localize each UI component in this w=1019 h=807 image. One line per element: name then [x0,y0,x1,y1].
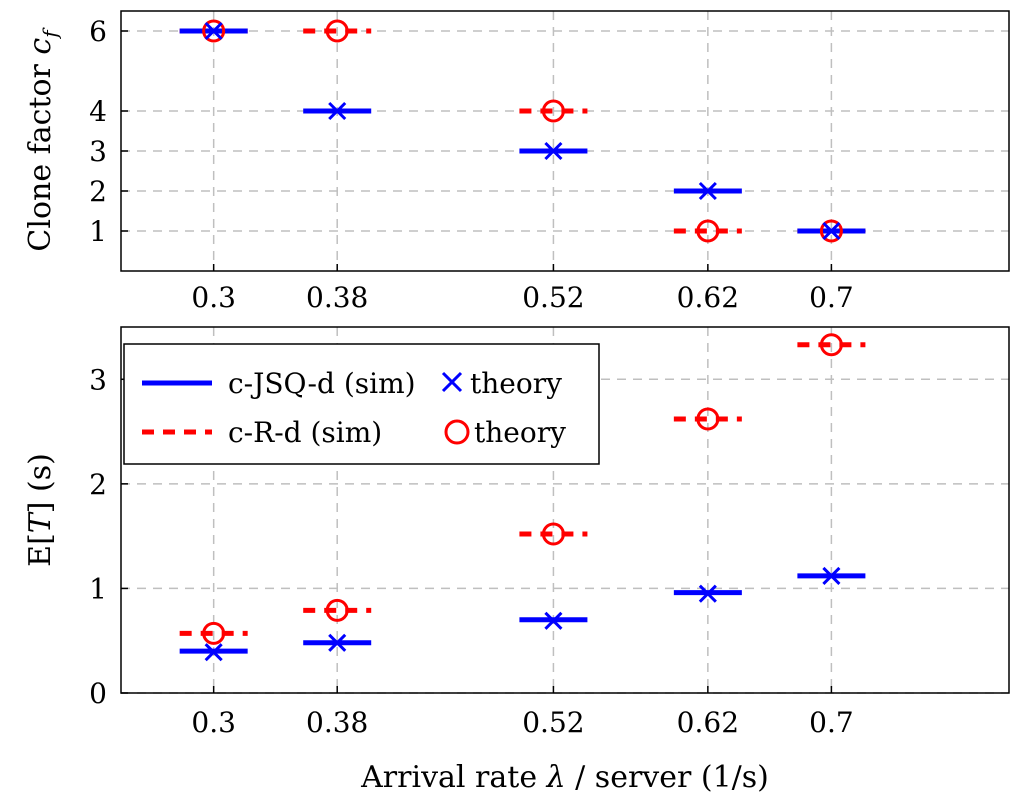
cjsq-theory-x [204,643,223,662]
y-tick-label: 1 [89,572,107,605]
x-tick-label: 0.7 [809,281,854,314]
top-plot-frame [120,10,1010,272]
top-y-axis-label: Clone factor cf [23,27,62,252]
x-tick-label: 0.38 [306,706,368,739]
legend-crd-sim-label: c-R-d (sim) [228,416,382,449]
x-tick-label: 0.3 [191,281,236,314]
x-tick-label: 0.52 [522,706,584,739]
x-tick-label: 0.7 [809,706,854,739]
cjsq-theory-x [544,141,563,161]
y-tick-label: 3 [89,135,107,168]
legend-crd-theory-label: theory [474,416,566,449]
y-tick-label: 4 [89,95,107,128]
y-tick-label: 6 [89,15,107,48]
cjsq-theory-x [822,566,841,585]
legend-box [123,343,600,465]
crd-theory-circle [541,522,565,546]
y-tick-label: 0 [89,677,107,710]
cjsq-theory-x [544,611,563,630]
cjsq-theory-x [328,633,347,652]
x-tick-label: 0.62 [677,281,739,314]
bottom-plot-frame [120,326,1010,694]
legend: c-JSQ-d (sim) theory c-R-d (sim) theory [123,343,600,465]
response-time-panel: 0 1 2 3 0.3 0.38 0.52 0.62 0.7 E[T] (s) Arrival … [23,326,1010,795]
x-tick-label: 0.52 [522,281,584,314]
cjsq-theory-x [328,101,347,121]
legend-cjsq-theory-x-marker [441,371,463,393]
y-tick-label: 2 [89,468,107,501]
x-axis-label: Arrival rate λ / server (1/s) [360,760,769,795]
legend-cjsq-sim-label: c-JSQ-d (sim) [228,367,416,400]
clone-factor-panel: 1 2 3 4 6 0.3 0.38 0.52 0.62 0.7 Clone factor cf [23,10,1010,314]
legend-cjsq-theory-label: theory [470,367,562,400]
crd-theory-circle [325,19,349,43]
crd-theory-circle [819,219,843,243]
cjsq-theory-x [698,181,717,201]
crd-theory-circle [696,219,720,243]
crd-theory-circle [696,407,720,431]
cjsq-theory-x [822,221,841,241]
cjsq-theory-x [204,21,223,41]
crd-theory-circle [202,19,226,43]
x-tick-label: 0.62 [677,706,739,739]
bottom-y-axis-label: E[T] (s) [23,453,58,567]
y-tick-label: 3 [89,363,107,396]
x-tick-label: 0.38 [306,281,368,314]
crd-theory-circle [819,333,843,357]
cjsq-theory-x [698,584,717,603]
crd-theory-circle [541,99,565,123]
legend-crd-theory-circle-marker [444,419,470,445]
y-tick-label: 1 [89,215,107,248]
x-tick-label: 0.3 [191,706,236,739]
y-tick-label: 2 [89,175,107,208]
crd-theory-circle [325,598,349,622]
crd-theory-circle [202,621,226,645]
